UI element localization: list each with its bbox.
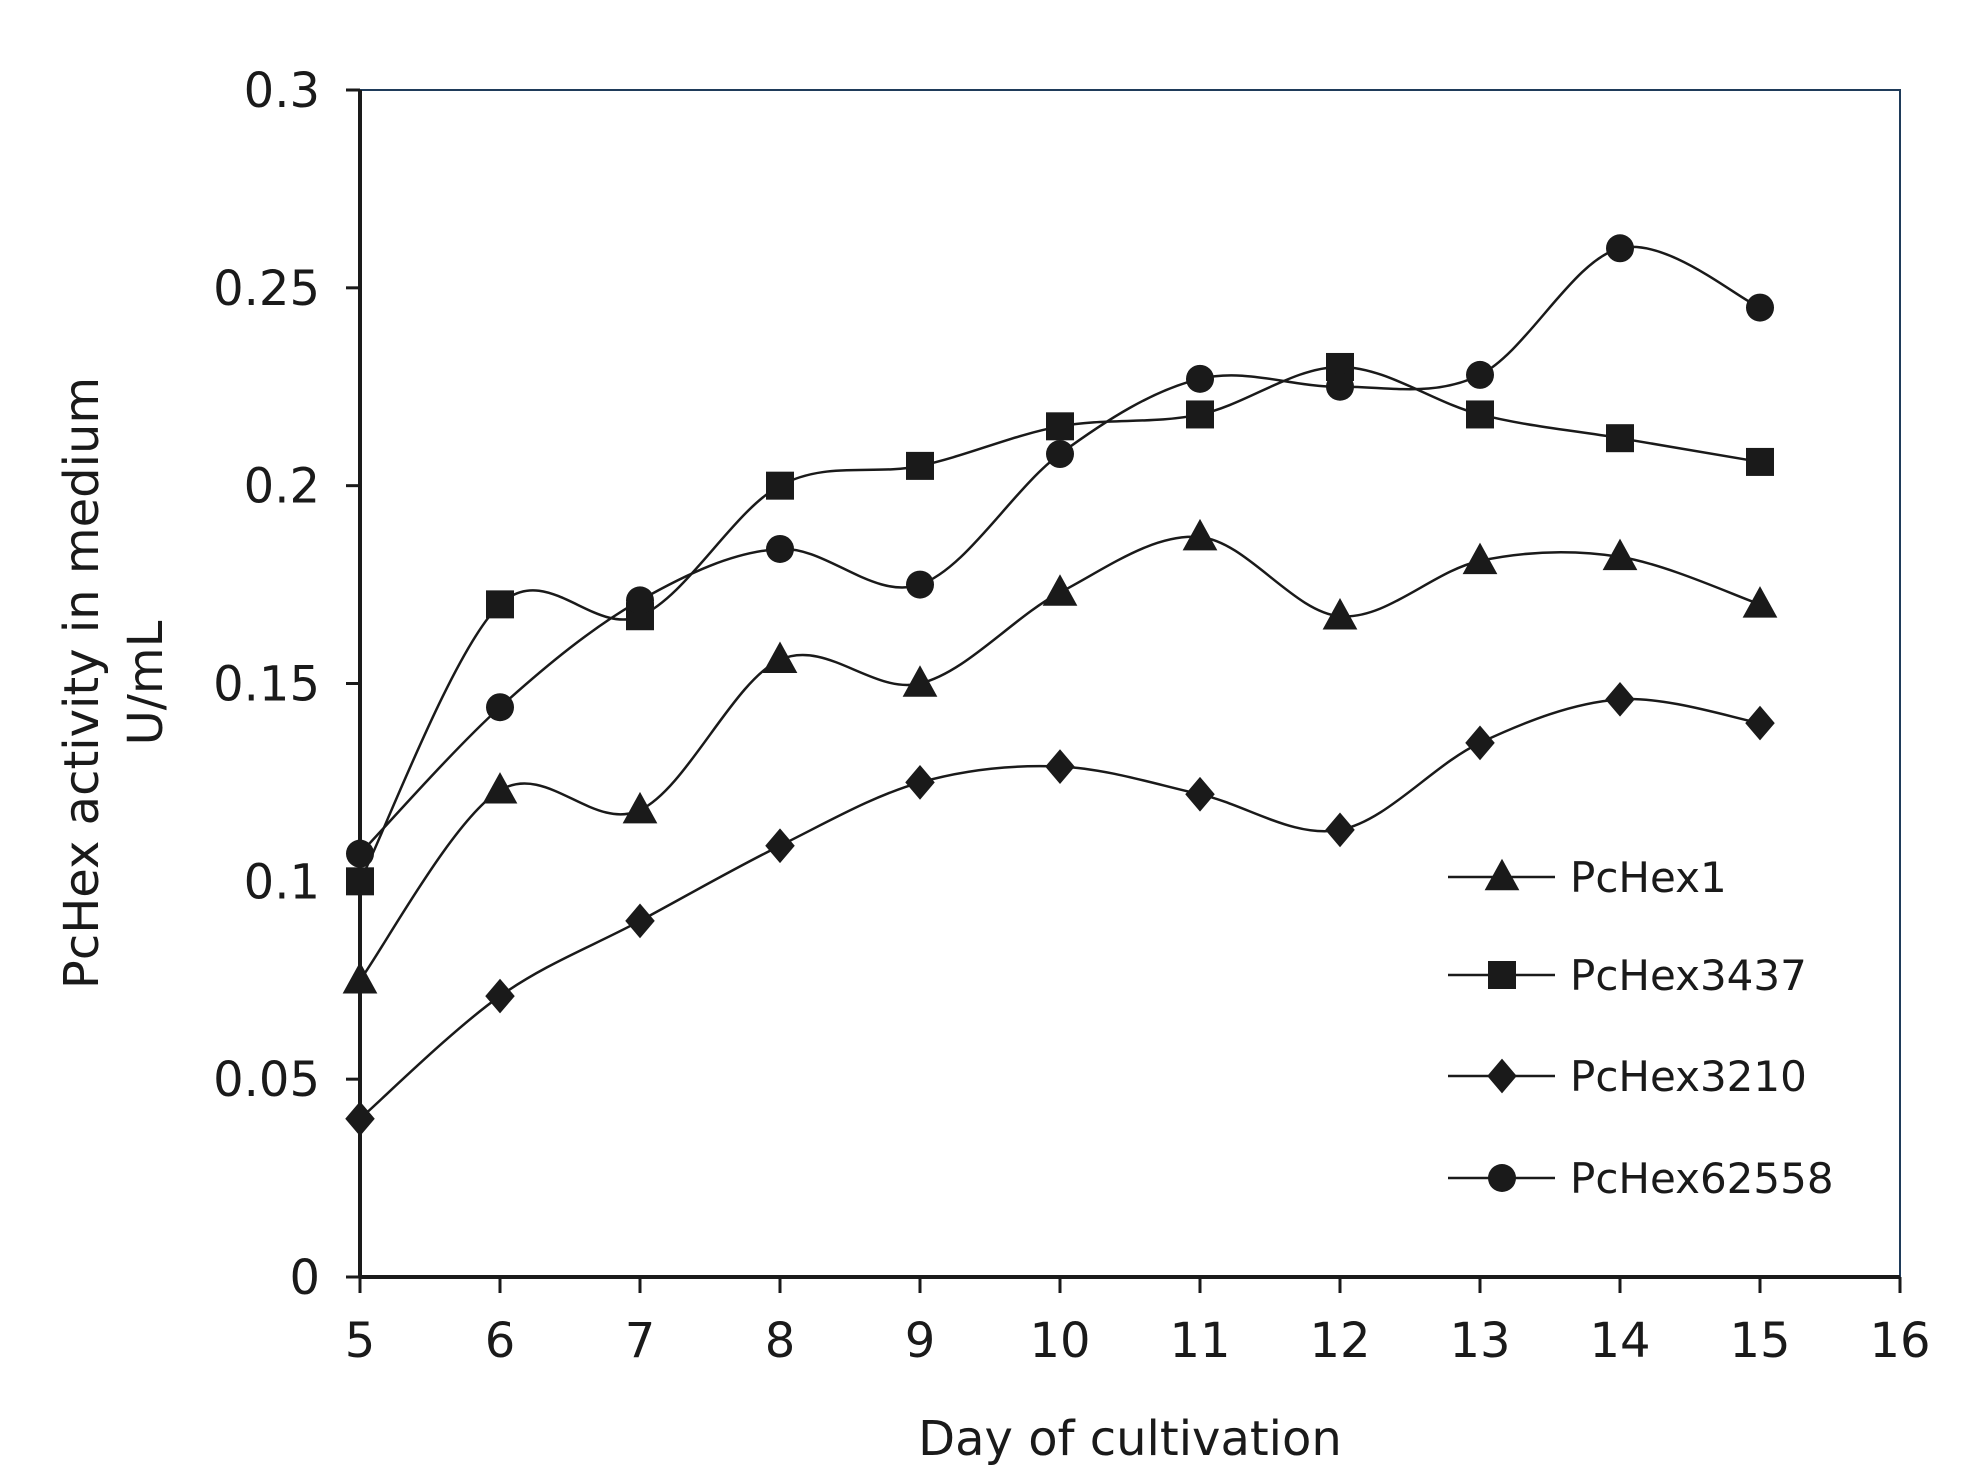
x-tick-label: 16 <box>1869 1313 1930 1369</box>
y-tick-label: 0 <box>289 1250 320 1306</box>
data-point-pchex3210 <box>1465 725 1495 761</box>
data-point-pchex3210 <box>625 903 655 939</box>
data-point-pchex1 <box>1182 518 1218 551</box>
data-point-pchex1 <box>1602 538 1638 571</box>
legend-label-pchex3210: PcHex3210 <box>1570 1052 1807 1101</box>
data-point-pchex3210 <box>765 828 795 864</box>
y-axis-title-line-2: U/mL <box>118 620 174 745</box>
data-point-pchex3210 <box>1605 681 1635 717</box>
data-point-pchex1 <box>1322 598 1358 630</box>
data-point-pchex62558 <box>1186 364 1214 393</box>
data-point-pchex62558 <box>766 534 794 563</box>
data-point-pchex62558 <box>626 586 654 615</box>
y-tick-label: 0.15 <box>213 657 320 713</box>
data-point-pchex1 <box>342 962 378 994</box>
data-point-pchex3437 <box>906 451 934 480</box>
data-point-pchex62558 <box>906 570 934 599</box>
legend-label-pchex1: PcHex1 <box>1570 853 1727 902</box>
x-tick-label: 12 <box>1309 1313 1370 1369</box>
data-point-pchex3210 <box>345 1101 375 1137</box>
data-point-pchex3437 <box>1046 412 1074 441</box>
x-tick-label: 7 <box>625 1313 656 1369</box>
data-point-pchex1 <box>482 772 518 804</box>
x-tick-label: 5 <box>345 1313 376 1369</box>
data-point-pchex3210 <box>1745 705 1775 741</box>
x-tick-label: 8 <box>765 1313 796 1369</box>
legend-label-pchex62558: PcHex62558 <box>1570 1154 1834 1203</box>
data-point-pchex1 <box>902 665 938 697</box>
series-markers-group <box>342 234 1778 1137</box>
y-tick-label: 0.25 <box>213 261 320 317</box>
legend-marker-pchex1 <box>1484 858 1520 891</box>
y-tick-label: 0.05 <box>213 1052 320 1108</box>
data-point-pchex1 <box>1462 542 1498 575</box>
data-point-pchex1 <box>1042 574 1078 606</box>
y-tick-label: 0.2 <box>244 459 320 515</box>
data-point-pchex62558 <box>1466 360 1494 389</box>
data-point-pchex3437 <box>1746 447 1774 476</box>
data-point-pchex3210 <box>1325 812 1355 848</box>
y-tick-label: 0.3 <box>244 63 320 119</box>
data-point-pchex3210 <box>485 978 515 1014</box>
data-point-pchex3437 <box>346 867 374 896</box>
axes-group: 0 0.05 0.1 0.15 0.2 0.25 0.3 5 6 7 8 9 10 11 12 13 14 15 1… <box>213 63 1930 1369</box>
x-tick-label: 11 <box>1169 1313 1230 1369</box>
data-point-pchex3210 <box>1045 749 1075 784</box>
data-point-pchex3210 <box>905 765 935 800</box>
data-point-pchex62558 <box>346 839 374 868</box>
x-axis-title: Day of cultivation <box>918 1411 1342 1467</box>
data-point-pchex62558 <box>1046 440 1074 469</box>
data-point-pchex62558 <box>486 693 514 722</box>
legend: PcHex1 PcHex3437 PcHex3210 PcHex62558 <box>1448 853 1834 1203</box>
data-point-pchex3437 <box>486 590 514 619</box>
data-point-pchex3437 <box>766 471 794 500</box>
legend-label-pchex3437: PcHex3437 <box>1570 951 1807 1000</box>
x-tick-label: 15 <box>1729 1313 1790 1369</box>
data-point-pchex62558 <box>1746 293 1774 322</box>
x-tick-label: 14 <box>1589 1313 1650 1369</box>
series-lines-group <box>358 245 1761 1120</box>
legend-marker-pchex62558 <box>1488 1164 1516 1192</box>
data-point-pchex3437 <box>1606 424 1634 453</box>
x-tick-label: 13 <box>1449 1313 1510 1369</box>
data-point-pchex1 <box>1742 586 1778 618</box>
data-point-pchex3437 <box>1186 400 1214 429</box>
series-line-pchex1 <box>358 535 1761 981</box>
data-point-pchex1 <box>622 791 658 824</box>
y-axis-title-line-1: PcHex activity in medium <box>54 377 110 989</box>
legend-marker-pchex3437 <box>1488 961 1516 989</box>
data-point-pchex3437 <box>1466 400 1494 429</box>
data-point-pchex3210 <box>1185 776 1215 812</box>
data-point-pchex1 <box>762 641 798 673</box>
x-tick-label: 6 <box>485 1313 516 1369</box>
y-tick-label: 0.1 <box>244 854 320 910</box>
data-point-pchex62558 <box>1606 234 1634 263</box>
x-tick-label: 9 <box>905 1313 936 1369</box>
data-point-pchex62558 <box>1326 372 1354 401</box>
legend-marker-pchex3210 <box>1487 1058 1517 1094</box>
x-tick-label: 10 <box>1029 1313 1090 1369</box>
